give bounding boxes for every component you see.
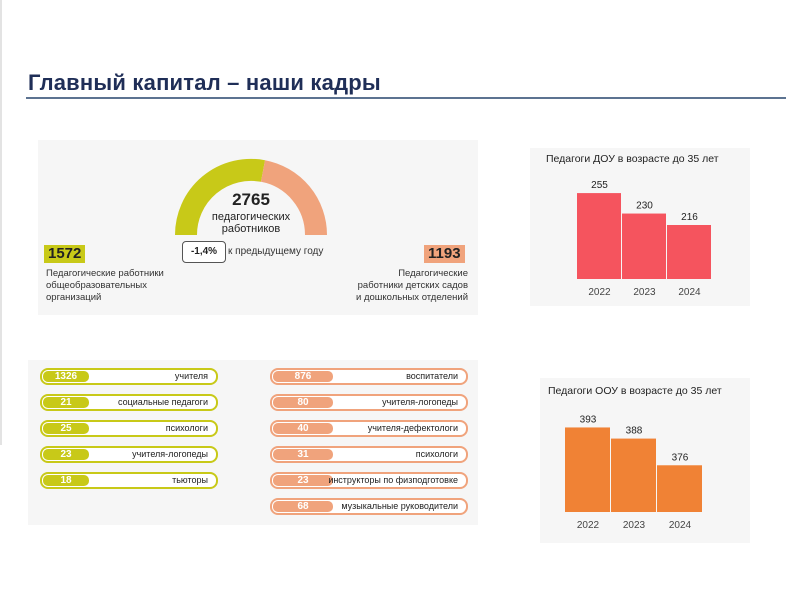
oou-bar bbox=[611, 438, 656, 512]
preschool-staff-value: 80 bbox=[273, 397, 333, 408]
preschool-staff-label: музыкальные руководители bbox=[341, 501, 458, 511]
general-staff-count: 1572 bbox=[44, 245, 86, 263]
dou-tick-label: 2023 bbox=[633, 287, 656, 298]
dou-tick-label: 2024 bbox=[678, 287, 701, 298]
dou-data-label: 230 bbox=[636, 201, 653, 212]
dou-data-label: 216 bbox=[681, 212, 698, 223]
oou-tick-label: 2022 bbox=[577, 520, 600, 531]
school-staff-row: 21 социальные педагоги bbox=[40, 394, 218, 411]
oou-data-label: 376 bbox=[672, 452, 689, 463]
preschool-staff-label: Педагогические работники детских садов и… bbox=[356, 268, 468, 303]
chart-dou: 255 2022 230 2023 216 2024 bbox=[577, 180, 711, 298]
preschool-staff-row: 68 музыкальные руководители bbox=[270, 498, 468, 515]
dou-bar bbox=[577, 193, 621, 279]
dou-data-label: 255 bbox=[591, 180, 608, 191]
preschool-staff-value: 876 bbox=[273, 371, 333, 382]
preschool-staff-count: 1193 bbox=[424, 245, 465, 263]
preschool-staff-label: учителя-дефектологи bbox=[367, 423, 458, 433]
preschool-staff-row: 23 инструкторы по физподготовке bbox=[270, 472, 468, 489]
school-staff-row: 1326 учителя bbox=[40, 368, 218, 385]
chart-dou-title: Педагоги ДОУ в возрасте до 35 лет bbox=[546, 153, 719, 165]
dou-bar bbox=[622, 213, 666, 279]
school-staff-label: учителя-логопеды bbox=[132, 449, 208, 459]
left-edge-line bbox=[0, 0, 2, 445]
preschool-staff-label: учителя-логопеды bbox=[382, 397, 458, 407]
preschool-staff-value: 68 bbox=[273, 501, 333, 512]
chart-oou-title: Педагоги ООУ в возрасте до 35 лет bbox=[548, 385, 722, 397]
total-staff-count: 2765 bbox=[232, 190, 270, 209]
preschool-staff-row: 876 воспитатели bbox=[270, 368, 468, 385]
school-staff-row: 18 тьюторы bbox=[40, 472, 218, 489]
school-staff-label: психологи bbox=[165, 423, 208, 433]
preschool-staff-label: воспитатели bbox=[406, 371, 458, 381]
school-staff-label: тьюторы bbox=[172, 475, 208, 485]
school-staff-label: социальные педагоги bbox=[117, 397, 208, 407]
preschool-staff-row: 31 психологи bbox=[270, 446, 468, 463]
total-staff-label: педагогических работников bbox=[211, 211, 291, 235]
school-staff-value: 21 bbox=[43, 397, 89, 408]
oou-bar bbox=[565, 427, 610, 512]
change-badge: -1,4% bbox=[182, 241, 226, 263]
oou-tick-label: 2024 bbox=[669, 520, 692, 531]
preschool-staff-row: 40 учителя-дефектологи bbox=[270, 420, 468, 437]
general-staff-label: Педагогические работники общеобразовател… bbox=[46, 268, 164, 303]
preschool-staff-label: инструкторы по физподготовке bbox=[328, 475, 458, 485]
change-note: к предыдущему году bbox=[228, 246, 324, 257]
preschool-staff-value: 40 bbox=[273, 423, 333, 434]
title-underline bbox=[26, 97, 786, 99]
preschool-staff-row: 80 учителя-логопеды bbox=[270, 394, 468, 411]
oou-data-label: 388 bbox=[626, 426, 643, 437]
preschool-staff-value: 23 bbox=[273, 475, 333, 486]
oou-data-label: 393 bbox=[580, 414, 597, 425]
school-staff-row: 23 учителя-логопеды bbox=[40, 446, 218, 463]
dou-tick-label: 2022 bbox=[588, 287, 611, 298]
school-staff-value: 1326 bbox=[43, 371, 89, 382]
dou-bar bbox=[667, 225, 711, 279]
staff-lists-panel bbox=[28, 360, 478, 525]
school-staff-value: 23 bbox=[43, 449, 89, 460]
page-title: Главный капитал – наши кадры bbox=[28, 70, 381, 95]
oou-tick-label: 2023 bbox=[623, 520, 646, 531]
preschool-staff-label: психологи bbox=[415, 449, 458, 459]
oou-bar bbox=[657, 465, 702, 512]
school-staff-value: 18 bbox=[43, 475, 89, 486]
school-staff-row: 25 психологи bbox=[40, 420, 218, 437]
school-staff-value: 25 bbox=[43, 423, 89, 434]
preschool-staff-value: 31 bbox=[273, 449, 333, 460]
school-staff-label: учителя bbox=[174, 371, 208, 381]
chart-oou: 393 2022 388 2023 376 2024 bbox=[565, 414, 702, 531]
